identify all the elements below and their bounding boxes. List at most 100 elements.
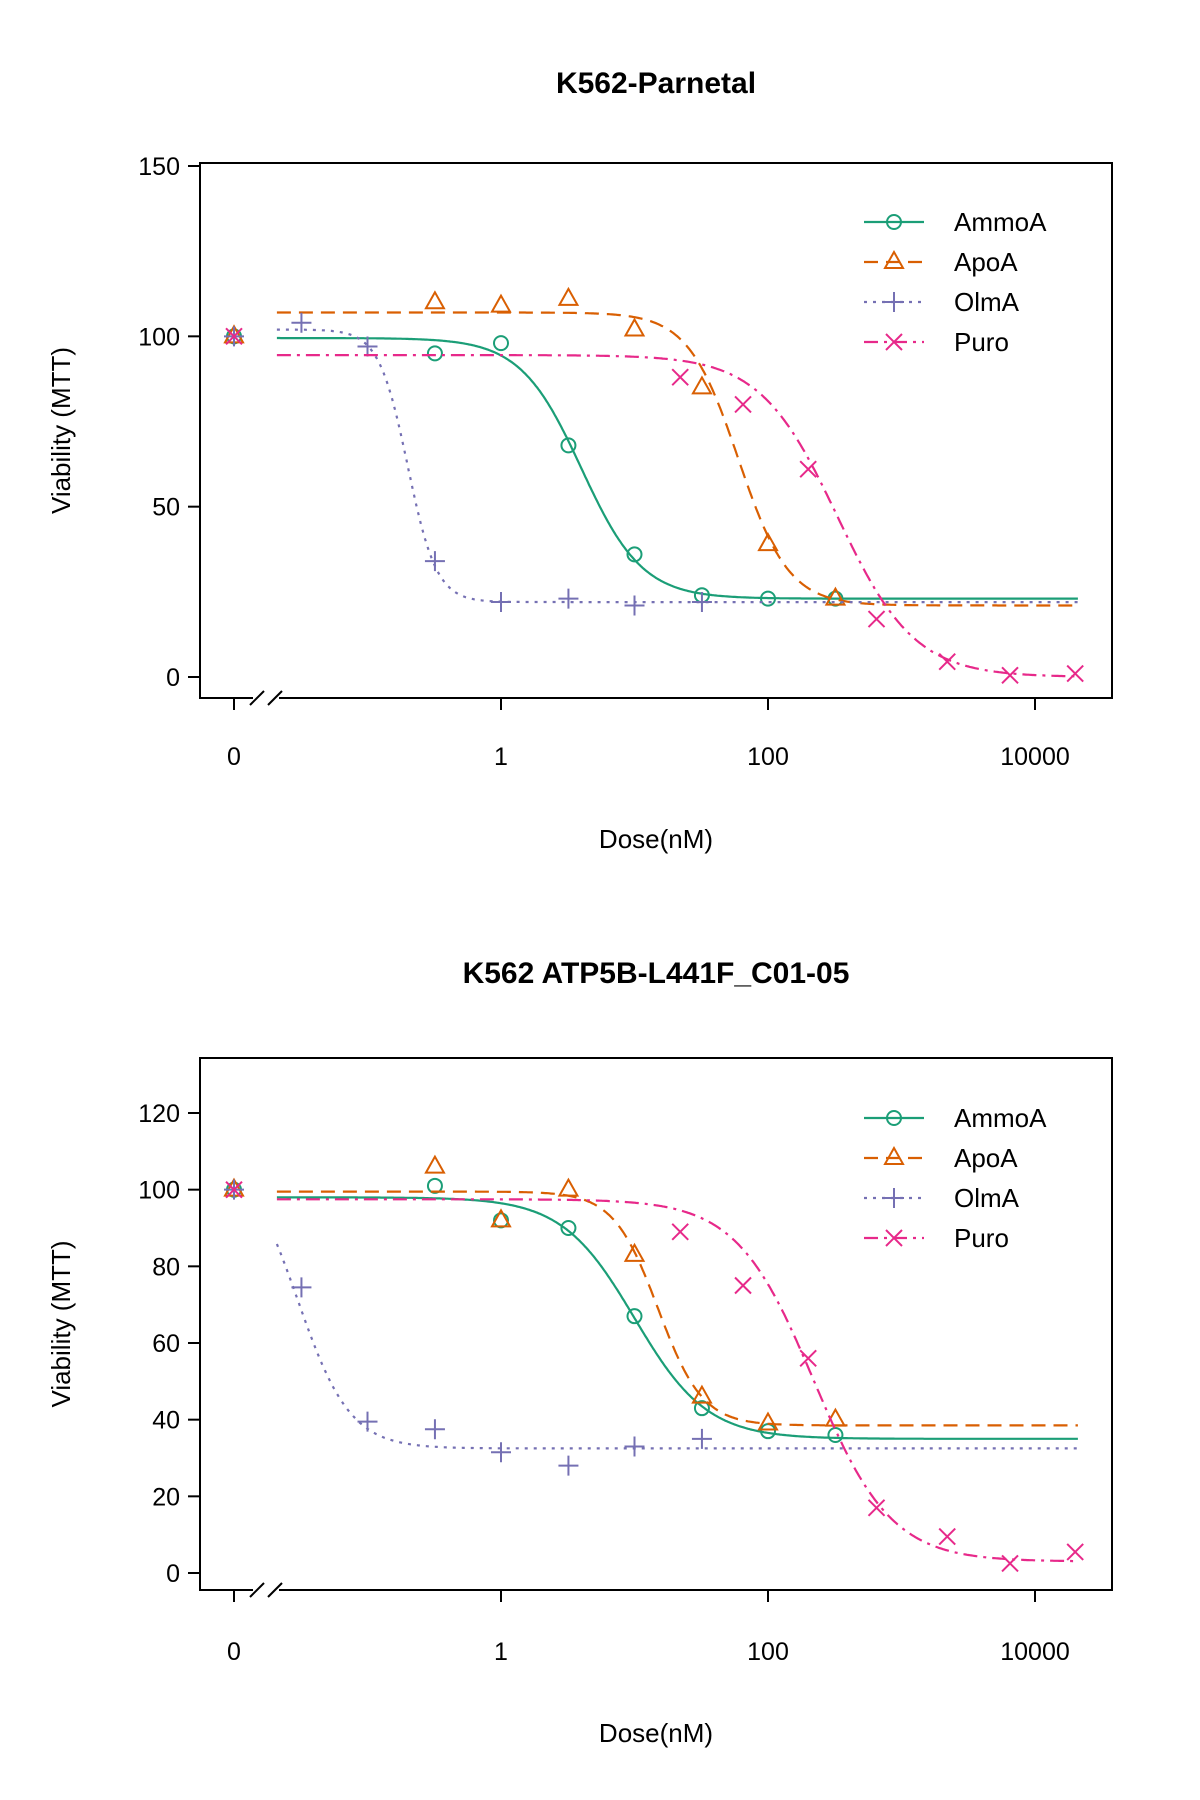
fit-curve-puro [276,354,1078,678]
legend-item-ammoa: AmmoA [864,1103,1047,1133]
plot-frame [199,162,1113,699]
data-point [691,1428,712,1449]
data-point [490,293,512,313]
data-point [867,1499,886,1517]
fit-curve-apoa [276,1190,1078,1427]
legend-label: AmmoA [954,207,1047,237]
data-point [671,368,689,386]
data-point [491,592,511,613]
data-point [424,1154,446,1174]
fit-curve-olma [276,328,1078,604]
data-point [691,592,712,613]
data-point [824,586,847,606]
data-point [938,1527,956,1546]
legend-item-olma: OlmA [864,287,1020,317]
axis-break-gap [253,1585,279,1595]
y-tick-label: 50 [152,494,180,522]
x-tick-label: 100 [747,743,789,771]
series-ammoa [226,1177,1078,1443]
data-point [799,1349,817,1368]
data-point [938,652,956,671]
data-point [291,1277,312,1298]
x-tick-label: 0 [227,743,241,771]
legend-label: AmmoA [954,1103,1047,1133]
fit-curve-ammoa [276,336,1078,600]
chart-title: K562 ATP5B-L441F_C01-05 [463,957,850,990]
data-point [624,1436,645,1457]
chart-title: K562-Parnetal [556,67,756,100]
x-tick-label: 1 [494,743,508,771]
data-point [734,1276,752,1295]
y-tick-label: 0 [166,1560,180,1588]
legend-marker [883,1145,905,1165]
data-point [693,1400,710,1417]
data-point [560,1220,577,1236]
data-point [357,336,378,357]
data-point [424,290,446,310]
series-puro [225,1180,1084,1573]
legend-item-olma: OlmA [864,1183,1020,1213]
legend-marker [886,1110,902,1126]
y-tick-label: 40 [152,1407,180,1435]
legend-marker [884,292,904,312]
x-axis-label: Dose(nM) [599,1718,713,1748]
data-point [558,588,579,609]
y-tick-label: 120 [138,1100,180,1128]
data-point [1066,1543,1084,1561]
x-tick-label: 0 [227,1638,241,1666]
axis-break-mark [249,1582,265,1598]
legend: AmmoA ApoA OlmA Puro [864,1103,1047,1253]
y-tick-label: 100 [138,323,180,351]
x-tick-label: 10000 [1000,1638,1070,1666]
data-point [225,327,243,346]
data-point [1001,666,1019,685]
axis-break-mark [267,1582,283,1598]
data-point [867,610,886,628]
legend-marker [883,249,905,269]
data-point [490,1208,512,1228]
legend-item-ammoa: AmmoA [864,207,1047,237]
fit-curve-ammoa [276,1196,1078,1440]
data-point [624,595,645,616]
legend-item-puro: Puro [864,1223,1009,1253]
data-point [757,532,779,552]
y-axis-label: Viability (MTT) [46,347,76,514]
y-tick-label: 80 [152,1253,180,1281]
series-ammoa [226,328,1078,607]
legend-marker [885,1229,903,1247]
data-point [691,1384,713,1404]
data-point [493,335,509,352]
legend-marker [886,214,902,230]
legend-label: ApoA [954,1143,1018,1173]
axis-break-mark [267,690,283,706]
data-point [626,546,643,563]
data-point [558,1455,579,1476]
data-point [757,1411,779,1431]
legend-item-puro: Puro [864,327,1009,357]
data-point [426,1177,443,1194]
data-point [424,1419,445,1440]
data-point [1001,1554,1019,1573]
legend: AmmoA ApoA OlmA Puro [864,207,1047,357]
y-tick-label: 60 [152,1330,180,1358]
series-olma [224,1179,1078,1476]
series-puro [225,327,1084,685]
legend-label: OlmA [954,287,1020,317]
y-tick-label: 100 [138,1177,180,1205]
data-point [424,551,445,572]
legend-label: Puro [954,327,1009,357]
data-point [623,317,646,337]
axis-break-mark [249,690,265,706]
fit-curve-olma [275,1243,1078,1450]
data-point [734,395,752,414]
axis-break-gap [253,693,279,703]
x-tick-label: 1 [494,1638,508,1666]
data-point [357,1411,378,1432]
data-point [291,312,312,333]
data-point [557,1177,580,1197]
x-axis-label: Dose(nM) [599,824,713,854]
data-point [426,345,443,362]
series-apoa [223,286,1078,607]
chart-panel-2: K562 ATP5B-L441F_C01-05 0 20 40 60 80 100 120 0 1… [46,957,1113,1748]
